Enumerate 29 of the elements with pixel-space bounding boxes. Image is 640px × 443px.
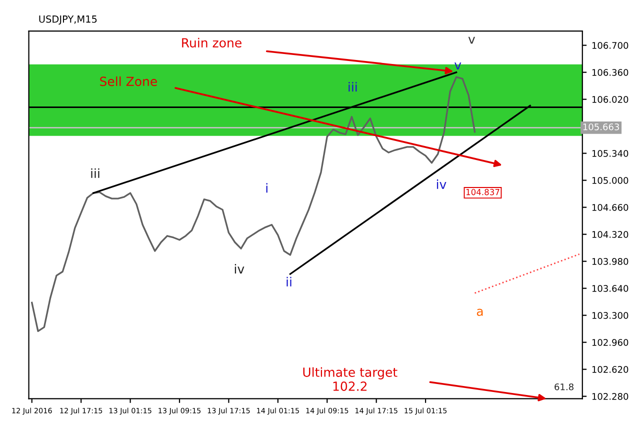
annotation: v (454, 62, 462, 70)
y-tick-label: 102.960 (592, 339, 628, 346)
y-tick-label: 106.020 (592, 96, 628, 103)
y-tick-label: 106.360 (592, 69, 628, 76)
annotation: 104.837 (466, 188, 500, 196)
y-tick-label: 104.320 (592, 231, 628, 238)
annotation: Sell Zone (100, 76, 157, 86)
annotation: i (266, 183, 268, 193)
annotation: Ruin zone (182, 38, 242, 48)
annotation: iv (436, 179, 446, 189)
annotation: 61.8 (554, 383, 574, 390)
y-tick-label: 102.620 (592, 366, 628, 373)
annotation: v (468, 36, 476, 44)
annotation: Ultimate target 102.2 (303, 367, 398, 391)
annotation: a (476, 308, 483, 316)
y-tick-label: 104.660 (592, 204, 628, 211)
chart-title: USDJPY,M15 (39, 15, 97, 25)
y-tick-label: 105.000 (592, 177, 628, 184)
ref-line-label: 105.663 (583, 123, 620, 130)
y-tick-label: 103.980 (592, 258, 628, 265)
y-tick-label: 102.280 (592, 393, 628, 400)
y-tick-label: 106.700 (592, 42, 628, 49)
annotation: iv (234, 264, 244, 274)
annotation: iii (91, 168, 100, 178)
y-tick-label: 105.340 (592, 150, 628, 157)
annotation: iii (348, 82, 357, 92)
y-tick-label: 103.640 (592, 285, 628, 292)
y-tick-label: 103.300 (592, 312, 628, 319)
annotation: ii (286, 276, 292, 286)
